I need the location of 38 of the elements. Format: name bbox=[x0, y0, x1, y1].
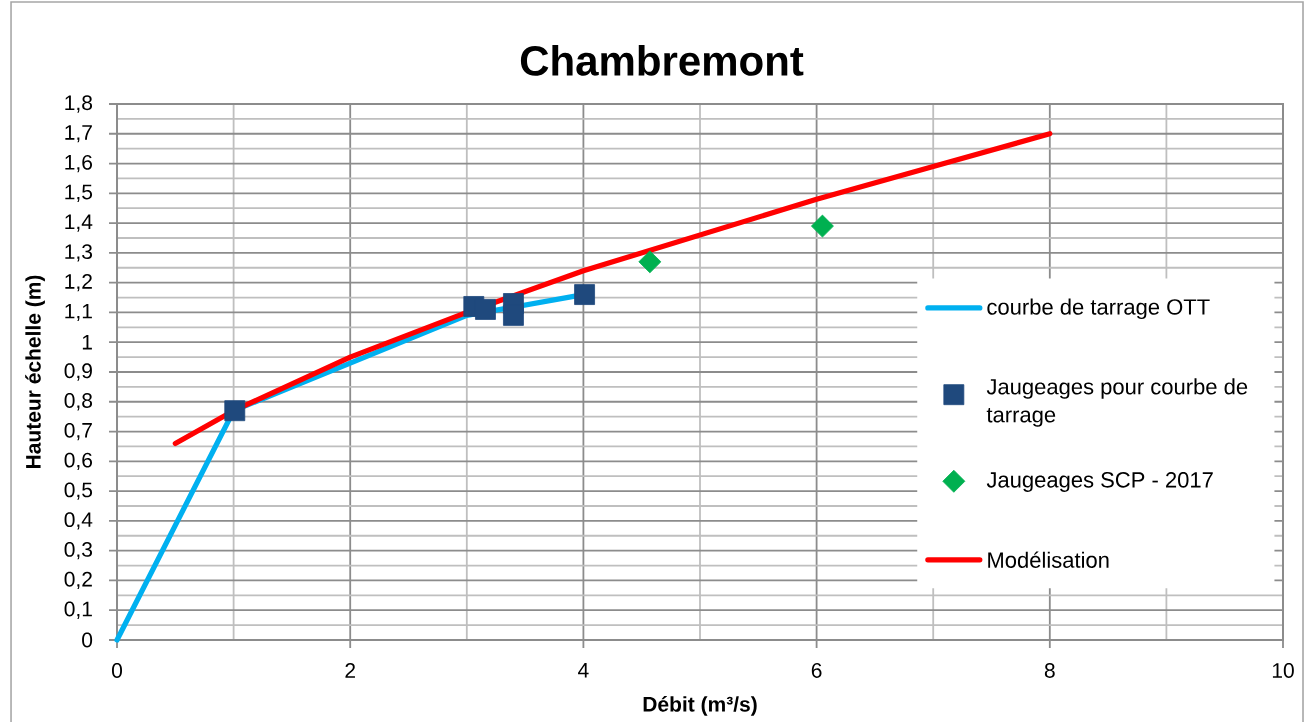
y-tick-label: 1,8 bbox=[65, 95, 93, 113]
chart-title: Chambremont bbox=[520, 44, 804, 76]
y-tick-label: 1,1 bbox=[65, 303, 92, 322]
y-tick-label: 0,7 bbox=[64, 422, 92, 441]
legend-label: Modélisation bbox=[988, 551, 1109, 568]
y-tick-label: 0,5 bbox=[64, 482, 93, 500]
x-axis-title: Débit (m³/s) bbox=[643, 696, 757, 716]
y-tick-label: 1,5 bbox=[65, 184, 93, 202]
y-axis-title: Hauteur échelle (m) bbox=[25, 275, 45, 469]
y-tick-label: 1,3 bbox=[65, 244, 93, 262]
x-tick-label: 0 bbox=[111, 663, 123, 678]
y-tick-label: 0,6 bbox=[64, 452, 93, 471]
legend-label: Jaugeages pour courbe de tarrage bbox=[986, 378, 1248, 427]
x-tick-label: 2 bbox=[345, 663, 355, 678]
y-tick-label: 1 bbox=[82, 335, 92, 350]
y-tick-label: 0,2 bbox=[64, 571, 92, 590]
point bbox=[224, 400, 246, 422]
point bbox=[811, 214, 834, 238]
y-tick-label: 1,7 bbox=[65, 125, 92, 143]
x-tick-label: 4 bbox=[578, 663, 589, 678]
y-tick-label: 1,6 bbox=[65, 154, 93, 173]
point bbox=[638, 250, 662, 274]
y-tick-label: 0,4 bbox=[64, 512, 93, 530]
x-tick-label: 10 bbox=[1272, 663, 1294, 678]
point bbox=[574, 284, 595, 305]
point bbox=[503, 305, 524, 326]
x-tick-label: 6 bbox=[811, 663, 822, 678]
y-tick-label: 0,3 bbox=[64, 542, 93, 560]
y-tick-label: 1,2 bbox=[65, 274, 92, 292]
x-tick-label: 8 bbox=[1044, 663, 1055, 678]
point bbox=[475, 299, 496, 320]
y-tick-label: 0 bbox=[82, 632, 93, 648]
y-tick-label: 0,9 bbox=[64, 363, 92, 381]
y-tick-label: 1,4 bbox=[65, 214, 93, 232]
legend-label: courbe de tarrage OTT bbox=[987, 298, 1210, 320]
y-tick-label: 0,1 bbox=[64, 601, 92, 619]
legend-label: Jaugeages SCP - 2017 bbox=[986, 472, 1213, 492]
y-tick-label: 0,8 bbox=[64, 393, 93, 411]
